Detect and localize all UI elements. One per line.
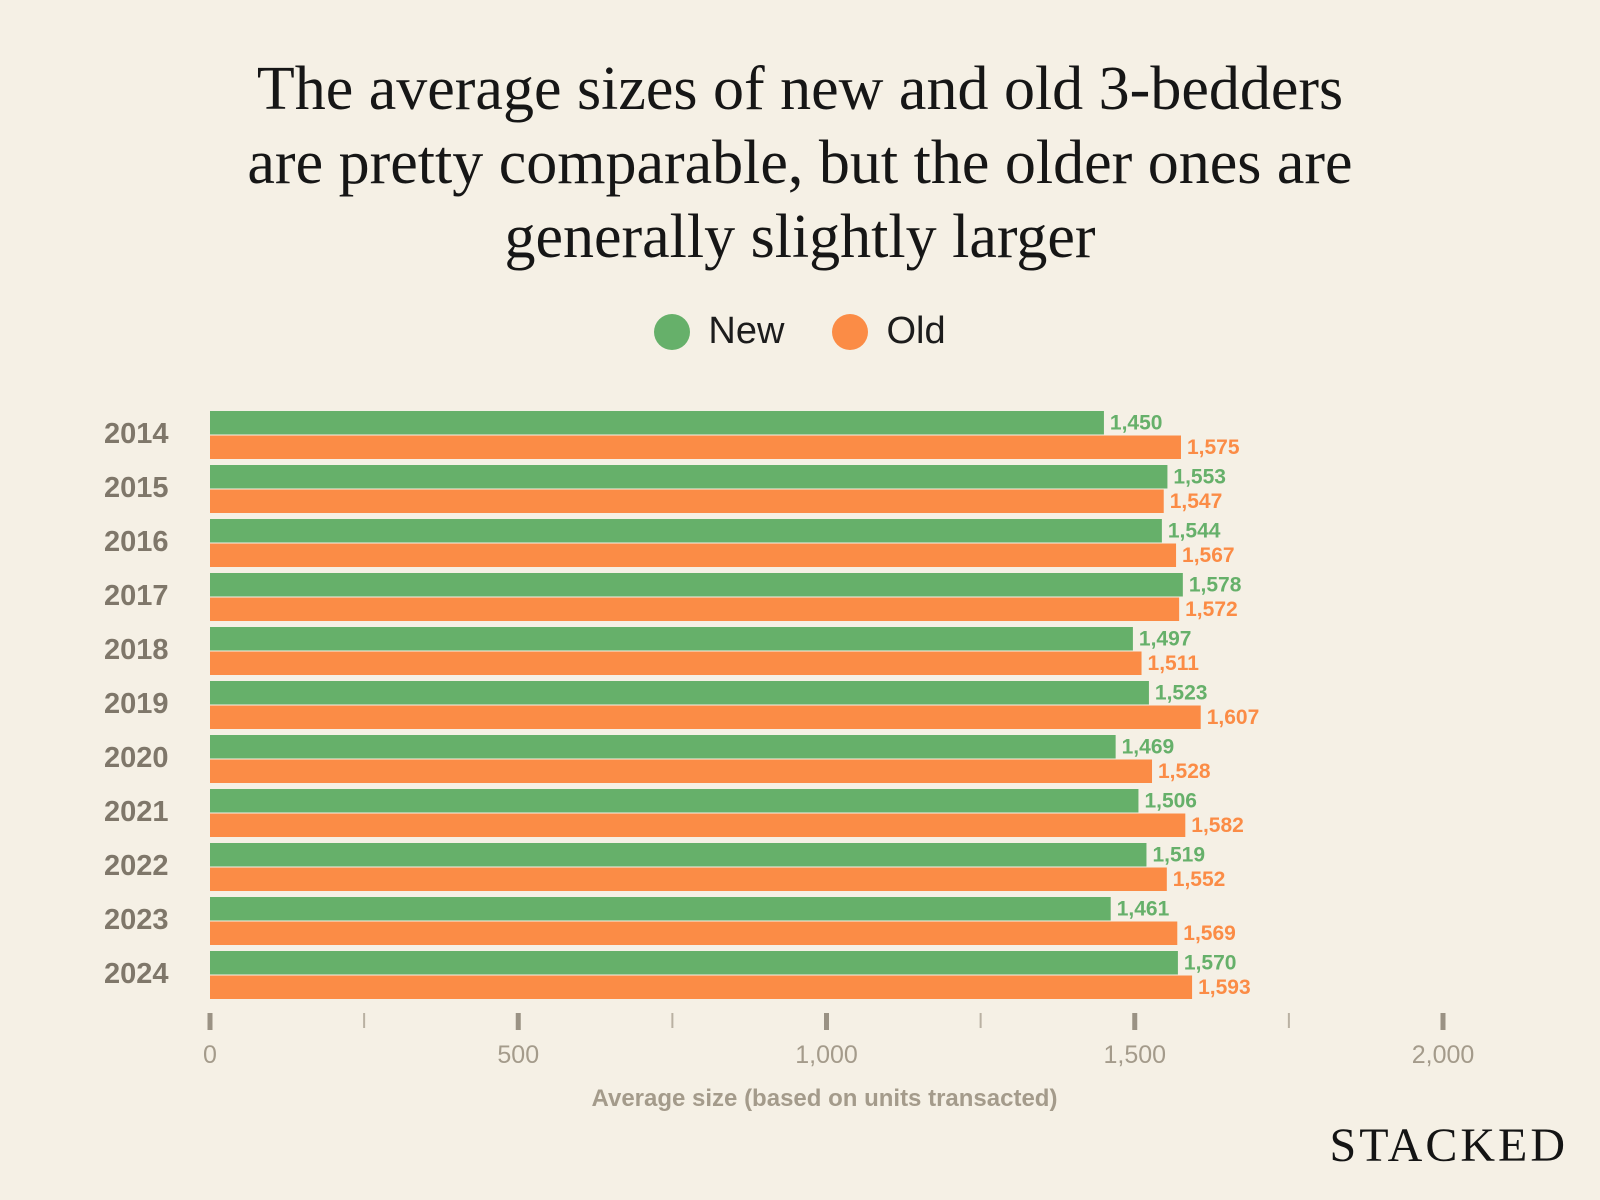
chart-legend: New Old [0, 310, 1600, 353]
category-label-2024: 2024 [104, 958, 169, 990]
data-label-new-2021: 1,506 [1144, 789, 1197, 812]
title-line-2: are pretty comparable, but the older one… [247, 129, 1353, 197]
category-label-2019: 2019 [104, 688, 169, 720]
data-label-new-2024: 1,570 [1184, 951, 1237, 974]
x-tick-label-500: 500 [497, 1041, 539, 1069]
bar-old-2023 [210, 921, 1178, 945]
data-label-new-2016: 1,544 [1168, 519, 1221, 542]
x-tick-label-2000: 2,000 [1412, 1041, 1475, 1069]
bar-old-2016 [210, 543, 1177, 567]
bar-new-2016 [210, 519, 1162, 543]
data-label-old-2016: 1,567 [1182, 544, 1235, 567]
title-line-1: The average sizes of new and old 3-bedde… [256, 55, 1344, 123]
legend-label-new: New [708, 310, 785, 352]
bar-new-2021 [210, 789, 1139, 813]
data-label-old-2021: 1,582 [1191, 814, 1244, 837]
data-label-old-2020: 1,528 [1158, 760, 1211, 783]
x-tick-label-1000: 1,000 [795, 1041, 858, 1069]
chart-title: The average sizes of new and old 3-bedde… [120, 52, 1480, 274]
x-axis-label: Average size (based on units transacted) [592, 1085, 1058, 1112]
data-label-old-2018: 1,511 [1148, 652, 1200, 675]
bar-old-2022 [210, 867, 1167, 891]
data-label-old-2015: 1,547 [1170, 490, 1223, 513]
category-label-2014: 2014 [104, 418, 169, 450]
data-label-new-2015: 1,553 [1173, 465, 1226, 488]
bar-new-2019 [210, 681, 1149, 705]
data-label-new-2023: 1,461 [1117, 897, 1170, 920]
stacked-logo: STACKED [1329, 1119, 1568, 1172]
data-label-new-2022: 1,519 [1152, 843, 1205, 866]
legend-label-old: Old [886, 310, 946, 352]
data-label-old-2023: 1,569 [1183, 922, 1236, 945]
data-label-new-2019: 1,523 [1155, 681, 1208, 704]
bar-new-2017 [210, 573, 1183, 597]
data-label-old-2019: 1,607 [1207, 706, 1260, 729]
x-tick-label-1500: 1,500 [1103, 1041, 1166, 1069]
title-line-3: generally slightly larger [504, 203, 1096, 271]
bar-old-2015 [210, 489, 1164, 513]
bar-new-2024 [210, 951, 1178, 975]
bar-new-2020 [210, 735, 1116, 759]
data-label-old-2024: 1,593 [1198, 976, 1251, 999]
bar-old-2024 [210, 975, 1193, 999]
bar-new-2023 [210, 897, 1111, 921]
category-label-2021: 2021 [104, 796, 169, 828]
x-tick-label-0: 0 [203, 1041, 217, 1069]
legend-item-old: Old [832, 310, 946, 353]
bar-old-2019 [210, 705, 1201, 729]
category-label-2018: 2018 [104, 634, 169, 666]
data-label-new-2017: 1,578 [1189, 573, 1242, 596]
data-label-new-2014: 1,450 [1110, 411, 1163, 434]
category-label-2023: 2023 [104, 904, 169, 936]
bar-old-2014 [210, 435, 1181, 459]
category-label-2016: 2016 [104, 526, 169, 558]
legend-swatch-old [832, 313, 869, 350]
category-label-2020: 2020 [104, 742, 169, 774]
data-label-old-2014: 1,575 [1187, 436, 1240, 459]
data-label-new-2020: 1,469 [1122, 735, 1175, 758]
legend-item-new: New [654, 310, 784, 353]
bar-old-2017 [210, 597, 1180, 621]
bar-new-2022 [210, 843, 1147, 867]
category-label-2017: 2017 [104, 580, 169, 612]
legend-swatch-new [654, 313, 691, 350]
data-label-old-2022: 1,552 [1173, 868, 1226, 891]
data-label-new-2018: 1,497 [1139, 627, 1192, 650]
bar-old-2020 [210, 759, 1153, 783]
category-label-2015: 2015 [104, 472, 169, 504]
bar-new-2018 [210, 627, 1133, 651]
category-label-2022: 2022 [104, 850, 169, 882]
bar-new-2014 [210, 411, 1104, 435]
bar-old-2018 [210, 651, 1142, 675]
data-label-old-2017: 1,572 [1185, 598, 1238, 621]
bar-old-2021 [210, 813, 1186, 837]
bar-new-2015 [210, 465, 1168, 489]
